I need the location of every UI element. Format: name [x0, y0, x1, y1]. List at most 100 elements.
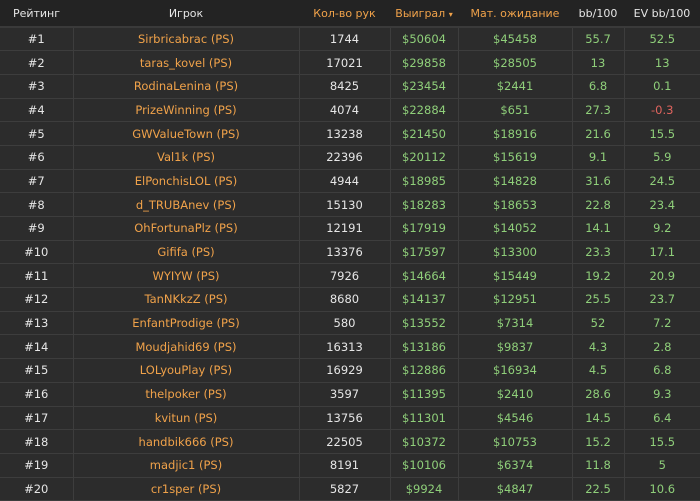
cell-ev: $12951: [458, 287, 573, 312]
cell-evbb100: 24.5: [624, 169, 700, 194]
cell-evbb100: 5: [624, 453, 700, 478]
cell-player[interactable]: kvitun (PS): [73, 406, 300, 431]
table-row: #4 PrizeWinning (PS) 4074 $22884 $651 27.3 -0.…: [0, 98, 700, 123]
cell-bb100: 25.5: [572, 287, 625, 312]
header-ev[interactable]: Мат. ожидание: [458, 0, 572, 28]
cell-player[interactable]: TanNKkzZ (PS): [73, 287, 300, 312]
cell-bb100: 31.6: [572, 169, 625, 194]
header-rank[interactable]: Рейтинг: [0, 0, 73, 28]
cell-bb100: 27.3: [572, 98, 625, 123]
cell-player[interactable]: RodinaLenina (PS): [73, 74, 300, 99]
cell-bb100: 19.2: [572, 263, 625, 289]
cell-ev: $45458: [458, 27, 573, 52]
cell-evbb100: 9.3: [624, 382, 700, 407]
cell-hands: 22505: [299, 429, 391, 454]
cell-player[interactable]: GWValueTown (PS): [73, 121, 300, 146]
cell-won: $18283: [390, 192, 459, 217]
cell-won: $17919: [390, 216, 459, 241]
cell-player[interactable]: thelpoker (PS): [73, 382, 300, 407]
cell-evbb100: 6.4: [624, 406, 700, 431]
cell-player[interactable]: PrizeWinning (PS): [73, 98, 300, 123]
cell-evbb100: 10.6: [624, 477, 700, 501]
cell-hands: 13238: [299, 121, 391, 146]
cell-bb100: 55.7: [572, 27, 625, 52]
cell-evbb100: -0.3: [624, 98, 700, 123]
cell-player[interactable]: ElPonchisLOL (PS): [73, 169, 300, 194]
cell-evbb100: 9.2: [624, 216, 700, 241]
cell-player[interactable]: madjic1 (PS): [73, 453, 300, 478]
cell-player[interactable]: OhFortunaPlz (PS): [73, 216, 300, 241]
cell-bb100: 4.5: [572, 358, 625, 383]
cell-ev: $651: [458, 98, 573, 123]
cell-ev: $14828: [458, 169, 573, 194]
cell-won: $12886: [390, 358, 459, 383]
header-row: Рейтинг Игрок Кол-во рук Выиграл ▾ Мат. …: [0, 0, 700, 28]
cell-bb100: 13: [572, 50, 625, 75]
table-row: #3 RodinaLenina (PS) 8425 $23454 $2441 6.8 0.1: [0, 74, 700, 99]
cell-bb100: 6.8: [572, 74, 625, 99]
cell-won: $11395: [390, 382, 459, 407]
header-evbb100[interactable]: EV bb/100: [624, 0, 700, 28]
header-hands[interactable]: Кол-во рук: [299, 0, 390, 28]
cell-rank: #6: [0, 145, 74, 170]
header-bb100[interactable]: bb/100: [572, 0, 624, 28]
cell-bb100: 15.2: [572, 429, 625, 454]
table-row: #20 cr1sper (PS) 5827 $9924 $4847 22.5 10.6: [0, 477, 700, 501]
cell-rank: #2: [0, 50, 74, 75]
cell-player[interactable]: LOLyouPlay (PS): [73, 358, 300, 383]
cell-evbb100: 2.8: [624, 334, 700, 360]
cell-player[interactable]: Sirbricabrac (PS): [73, 27, 300, 52]
header-won[interactable]: Выиграл ▾: [390, 0, 458, 28]
cell-bb100: 9.1: [572, 145, 625, 170]
cell-rank: #9: [0, 216, 74, 241]
cell-player[interactable]: Gififa (PS): [73, 240, 300, 265]
cell-player[interactable]: d_TRUBAnev (PS): [73, 192, 300, 217]
header-won-label: Выиграл: [395, 6, 446, 20]
table-row: #9 OhFortunaPlz (PS) 12191 $17919 $14052 14.1…: [0, 216, 700, 241]
cell-player[interactable]: WYIYW (PS): [73, 263, 300, 289]
table-row: #14 Moudjahid69 (PS) 16313 $13186 $9837 4.3 2.…: [0, 334, 700, 360]
cell-bb100: 52: [572, 311, 625, 336]
cell-won: $17597: [390, 240, 459, 265]
cell-evbb100: 15.5: [624, 429, 700, 454]
cell-hands: 5827: [299, 477, 391, 501]
table-row: #11 WYIYW (PS) 7926 $14664 $15449 19.2 20.9: [0, 263, 700, 289]
cell-won: $21450: [390, 121, 459, 146]
cell-bb100: 21.6: [572, 121, 625, 146]
cell-player[interactable]: Moudjahid69 (PS): [73, 334, 300, 360]
cell-ev: $28505: [458, 50, 573, 75]
cell-hands: 16313: [299, 334, 391, 360]
table-row: #5 GWValueTown (PS) 13238 $21450 $18916 21.6 1…: [0, 121, 700, 146]
cell-evbb100: 17.1: [624, 240, 700, 265]
cell-won: $20112: [390, 145, 459, 170]
cell-bb100: 11.8: [572, 453, 625, 478]
cell-won: $13552: [390, 311, 459, 336]
sort-desc-icon: ▾: [448, 9, 453, 19]
table-row: #8 d_TRUBAnev (PS) 15130 $18283 $18653 22.8 23…: [0, 192, 700, 217]
cell-bb100: 4.3: [572, 334, 625, 360]
cell-player[interactable]: Val1k (PS): [73, 145, 300, 170]
cell-ev: $4546: [458, 406, 573, 431]
cell-hands: 4074: [299, 98, 391, 123]
cell-ev: $14052: [458, 216, 573, 241]
cell-evbb100: 15.5: [624, 121, 700, 146]
cell-player[interactable]: handbik666 (PS): [73, 429, 300, 454]
cell-evbb100: 23.4: [624, 192, 700, 217]
cell-won: $14664: [390, 263, 459, 289]
cell-player[interactable]: EnfantProdige (PS): [73, 311, 300, 336]
table-row: #18 handbik666 (PS) 22505 $10372 $10753 15.2 1…: [0, 429, 700, 454]
header-player[interactable]: Игрок: [73, 0, 299, 28]
cell-won: $18985: [390, 169, 459, 194]
cell-bb100: 28.6: [572, 382, 625, 407]
cell-hands: 12191: [299, 216, 391, 241]
cell-bb100: 14.1: [572, 216, 625, 241]
cell-hands: 8191: [299, 453, 391, 478]
cell-player[interactable]: taras_kovel (PS): [73, 50, 300, 75]
cell-hands: 16929: [299, 358, 391, 383]
table-row: #19 madjic1 (PS) 8191 $10106 $6374 11.8 5: [0, 453, 700, 478]
cell-evbb100: 0.1: [624, 74, 700, 99]
table-row: #1 Sirbricabrac (PS) 1744 $50604 $45458 55.7 5…: [0, 27, 700, 52]
cell-player[interactable]: cr1sper (PS): [73, 477, 300, 501]
table-row: #7 ElPonchisLOL (PS) 4944 $18985 $14828 31.6 2…: [0, 169, 700, 194]
cell-rank: #16: [0, 382, 74, 407]
